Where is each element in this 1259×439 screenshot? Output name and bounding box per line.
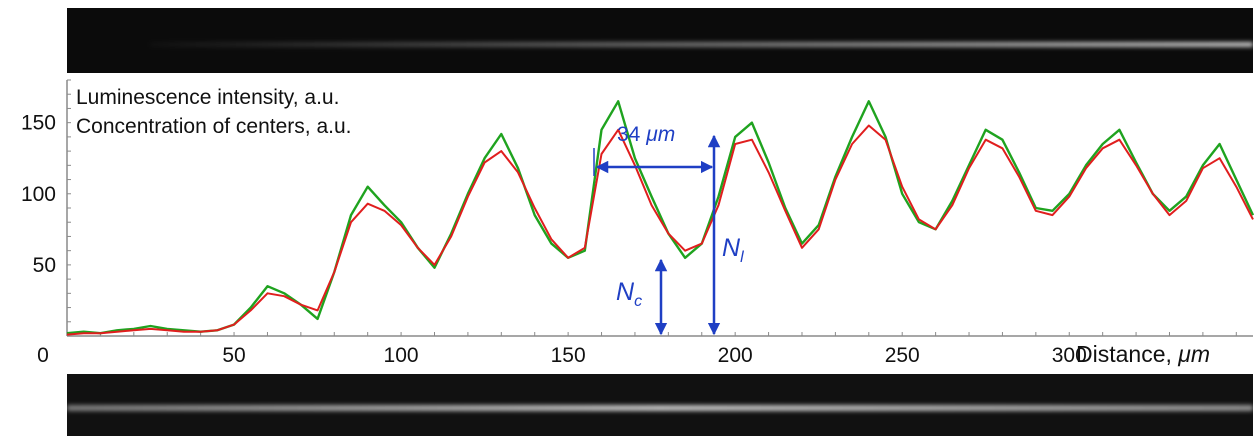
x-axis-label-text: Distance, xyxy=(1076,341,1178,367)
x-tick-label: 200 xyxy=(718,344,753,367)
nl-label: Nl xyxy=(722,234,744,266)
nc-label-main: N xyxy=(616,278,635,306)
x-tick-label: 250 xyxy=(885,344,920,367)
y-tick-label: 50 xyxy=(33,254,56,277)
x-tick-label: 150 xyxy=(551,344,586,367)
nl-label-sub: l xyxy=(740,249,744,266)
series-group xyxy=(66,100,1255,336)
x-axis-label: Distance, μm xyxy=(1076,341,1210,367)
nl-annotation: Nl xyxy=(707,134,744,336)
bottom-strip-glow xyxy=(67,405,1253,411)
x-axis-label-unit: μm xyxy=(1177,341,1210,367)
top-strip-glow xyxy=(150,42,1253,47)
period-annotation: 34 μm xyxy=(593,123,714,176)
y-tick-label: 100 xyxy=(21,183,56,206)
x-tick-label: 50 xyxy=(222,344,245,367)
nc-label-sub: c xyxy=(634,293,642,310)
series-line-concentration xyxy=(66,124,1254,336)
nc-annotation: Nc xyxy=(616,258,668,336)
series-line-luminescence xyxy=(66,100,1255,335)
axis-ticks xyxy=(67,79,1237,336)
period-label: 34 μm xyxy=(617,123,675,146)
nc-label: Nc xyxy=(616,278,642,310)
y-tick-label: 150 xyxy=(21,112,56,135)
period-label-unit: μm xyxy=(645,123,675,146)
x-tick-label: 0 xyxy=(37,344,49,367)
tick-labels: 0 50 100 150 200 250 300 50 100 150 xyxy=(21,112,1087,367)
legend-line-luminescence: Luminescence intensity, a.u. xyxy=(76,86,339,109)
x-tick-label: 300 xyxy=(1052,344,1087,367)
legend-line-concentration: Concentration of centers, a.u. xyxy=(76,115,352,138)
x-tick-label: 100 xyxy=(384,344,419,367)
period-label-value: 34 xyxy=(617,123,646,146)
nl-label-main: N xyxy=(722,234,741,262)
top-strip-image xyxy=(67,8,1253,73)
